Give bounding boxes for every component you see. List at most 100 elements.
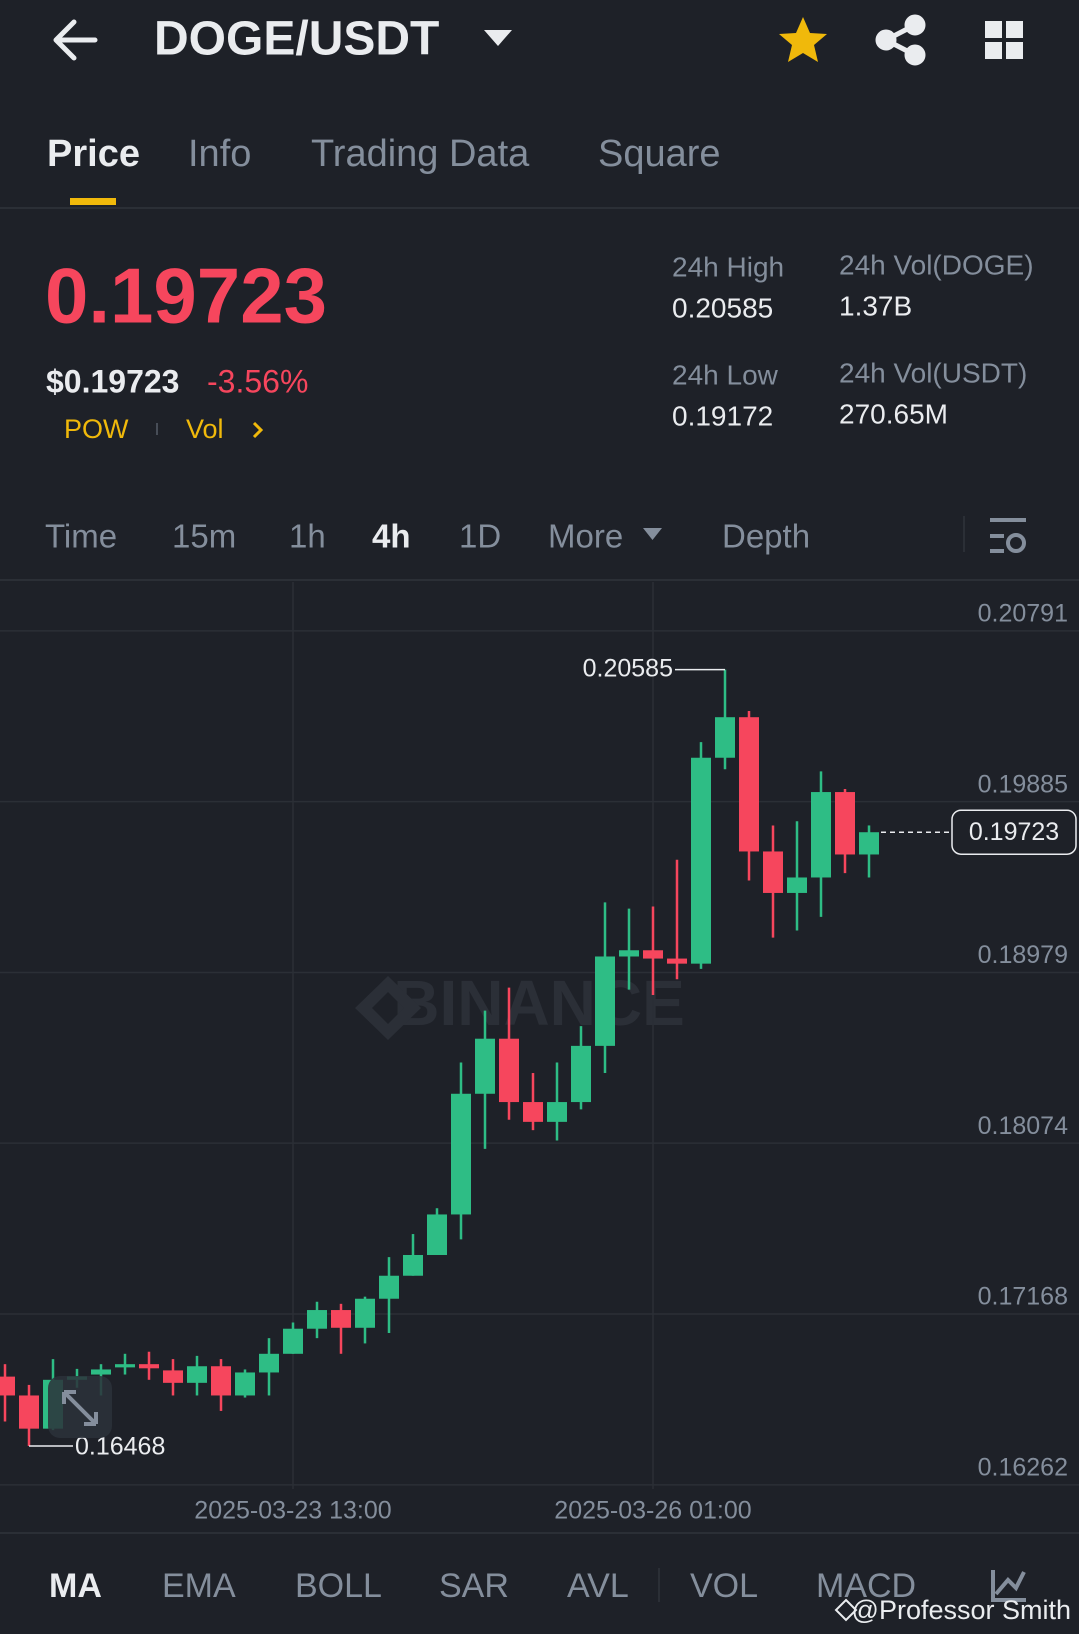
candle-body: [163, 1370, 183, 1383]
candle-body: [619, 950, 639, 957]
indicator-tab[interactable]: SAR: [439, 1567, 509, 1605]
stat-value: 0.19172: [672, 400, 773, 431]
x-tick-label: 2025-03-26 01:00: [554, 1497, 751, 1525]
last-price: 0.19723: [45, 252, 327, 340]
high-marker-label: 0.20585: [583, 654, 673, 682]
tag[interactable]: Vol: [186, 414, 224, 444]
stat-label: 24h High: [672, 251, 784, 282]
credit-text: @Professor Smith: [852, 1595, 1071, 1625]
interval-tab[interactable]: 4h: [372, 518, 411, 555]
tag-chevron[interactable]: [252, 421, 264, 439]
candle-body: [547, 1102, 567, 1122]
candle-body: [451, 1093, 471, 1215]
y-tick-label: 0.16262: [978, 1453, 1068, 1481]
divider: [658, 1568, 660, 1602]
tab-bar: Price Info Trading Data Square: [47, 133, 721, 175]
candle-body: [187, 1366, 207, 1383]
divider: [963, 516, 965, 552]
tag-separator: [156, 423, 158, 435]
x-tick-label: 2025-03-23 13:00: [194, 1497, 391, 1525]
divider: [0, 207, 1079, 209]
candle-body: [0, 1376, 15, 1396]
indicator-bar: MA EMA BOLL SAR AVL VOL MACD: [49, 1567, 916, 1605]
candle-body: [427, 1214, 447, 1255]
watermark-logo: [355, 976, 421, 1040]
tab[interactable]: Price: [47, 133, 140, 175]
divider: [0, 579, 1079, 581]
stat-value: 1.37B: [839, 290, 912, 321]
candle-body: [499, 1038, 519, 1103]
more-dropdown[interactable]: [643, 528, 662, 540]
active-tab-indicator: [70, 198, 116, 205]
interval-tab[interactable]: Time: [45, 518, 117, 555]
candle-body: [715, 717, 735, 758]
stat-label: 24h Vol(DOGE): [839, 249, 1034, 280]
tab[interactable]: Square: [598, 133, 721, 175]
tab[interactable]: Info: [188, 133, 251, 175]
indicator-tab[interactable]: AVL: [567, 1567, 629, 1605]
candle-body: [355, 1298, 375, 1328]
interval-tab[interactable]: 1D: [459, 518, 501, 555]
candle-body: [379, 1275, 399, 1299]
stats-panel: 24h High 0.20585 24h Vol(DOGE) 1.37B 24h Low…: [672, 249, 1034, 431]
candle-body: [331, 1310, 351, 1328]
candle-body: [811, 792, 831, 878]
interval-tab[interactable]: More: [548, 518, 623, 555]
interval-tab[interactable]: 15m: [172, 518, 236, 555]
indicator-tab[interactable]: VOL: [690, 1567, 758, 1605]
fullscreen-button[interactable]: [48, 1376, 112, 1438]
candle-body: [835, 792, 855, 855]
candle-body: [643, 950, 663, 959]
candle-body: [259, 1353, 279, 1373]
tab[interactable]: Trading Data: [311, 133, 530, 175]
usd-price: $0.19723: [46, 363, 179, 399]
candle-body: [523, 1102, 543, 1122]
credit-logo: [834, 1598, 858, 1622]
pair-title[interactable]: DOGE/USDT: [154, 13, 439, 66]
candle-body: [787, 877, 807, 893]
stat-value: 270.65M: [839, 398, 948, 429]
candle-body: [763, 851, 783, 893]
chart-settings-button[interactable]: [990, 518, 1026, 553]
indicator-tab[interactable]: MA: [49, 1567, 102, 1605]
stat-label: 24h Low: [672, 359, 779, 390]
candle-body: [139, 1364, 159, 1369]
y-tick-label: 0.18979: [978, 941, 1068, 969]
y-tick-label: 0.18074: [978, 1112, 1068, 1140]
tag[interactable]: POW: [64, 414, 129, 444]
favorite-star[interactable]: [779, 17, 827, 62]
share-button[interactable]: [875, 14, 926, 66]
back-button[interactable]: [53, 19, 98, 61]
candle-body: [595, 956, 615, 1046]
candle-body: [403, 1254, 423, 1276]
interval-tab[interactable]: Depth: [722, 518, 810, 555]
interval-bar: Time 15m 1h 4h 1D More Depth: [45, 518, 810, 555]
indicator-settings-button[interactable]: [991, 1570, 1026, 1602]
candle-body: [859, 832, 879, 855]
candle-body: [307, 1310, 327, 1329]
stat-label: 24h Vol(USDT): [839, 357, 1027, 388]
indicator-tab[interactable]: EMA: [162, 1567, 236, 1605]
candle-body: [667, 958, 687, 964]
pair-dropdown[interactable]: [484, 30, 512, 46]
indicator-tab[interactable]: BOLL: [295, 1567, 382, 1605]
y-tick-label: 0.19885: [978, 770, 1068, 798]
candle-body: [283, 1328, 303, 1354]
candle-body: [19, 1395, 39, 1429]
price-change: -3.56%: [207, 363, 308, 399]
candle-body: [115, 1364, 135, 1368]
indicator-tab[interactable]: MACD: [816, 1567, 916, 1605]
candle-body: [739, 717, 759, 852]
last-price-label: 0.19723: [969, 818, 1059, 846]
last-price-tag: [951, 809, 1077, 855]
chart-watermark: BINANCE: [393, 967, 685, 1039]
candle-body: [91, 1369, 111, 1375]
interval-tab[interactable]: 1h: [289, 518, 326, 555]
divider: [0, 1532, 1079, 1534]
tag-row: POW Vol: [64, 414, 224, 444]
layout-button[interactable]: [985, 21, 1023, 59]
candle-body: [691, 757, 711, 964]
